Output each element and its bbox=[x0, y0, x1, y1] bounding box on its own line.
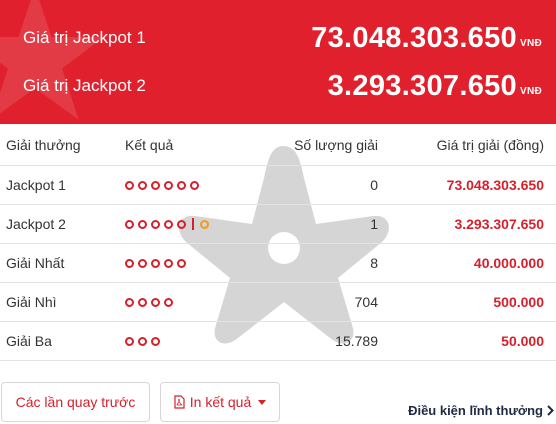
ball-icon bbox=[151, 297, 160, 307]
previous-draws-label: Các lần quay trước bbox=[15, 394, 136, 410]
print-results-label: In kết quả bbox=[189, 394, 252, 410]
jackpot-1-label: Giá trị Jackpot 1 bbox=[23, 28, 146, 47]
prize-value: 3.293.307.650 bbox=[454, 216, 544, 232]
ball-icon bbox=[138, 219, 147, 229]
jackpot-1-value: 73.048.303.650 VNĐ bbox=[311, 21, 542, 54]
result-balls bbox=[125, 322, 160, 360]
ball-icon bbox=[177, 258, 186, 268]
ball-icon bbox=[125, 258, 134, 268]
result-balls bbox=[125, 205, 209, 243]
prize-name: Giải Nhất bbox=[6, 255, 65, 271]
pdf-icon bbox=[174, 395, 185, 409]
ball-icon bbox=[151, 336, 160, 346]
prize-count: 0 bbox=[370, 177, 378, 193]
chevron-right-icon bbox=[547, 405, 554, 416]
print-results-button[interactable]: In kết quả bbox=[160, 382, 280, 422]
caret-down-icon bbox=[258, 399, 267, 405]
ball-icon bbox=[125, 219, 134, 229]
ball-icon bbox=[151, 258, 160, 268]
ball-icon bbox=[190, 180, 199, 190]
prize-name: Jackpot 2 bbox=[6, 216, 66, 232]
header-value: Giá trị giải (đồng) bbox=[436, 136, 544, 153]
previous-draws-button[interactable]: Các lần quay trước bbox=[1, 382, 150, 422]
prize-terms-link[interactable]: Điều kiện lĩnh thưởng bbox=[408, 403, 554, 418]
prize-value: 40.000.000 bbox=[473, 255, 544, 271]
prize-value: 73.048.303.650 bbox=[446, 177, 544, 193]
jackpot-2-value: 3.293.307.650 VNĐ bbox=[327, 69, 542, 102]
table-header: Giải thưởng Kết quả Số lượng giải Giá tr… bbox=[0, 124, 556, 166]
ball-icon bbox=[125, 297, 134, 307]
prize-results-table: Giải thưởng Kết quả Số lượng giải Giá tr… bbox=[0, 124, 556, 361]
prize-count: 704 bbox=[354, 294, 378, 310]
ball-icon bbox=[177, 219, 186, 229]
table-row: Giải Nhất 8 40.000.000 bbox=[0, 244, 556, 283]
ball-icon bbox=[164, 180, 173, 190]
jackpot-1-row: Giá trị Jackpot 1 73.048.303.650 VNĐ bbox=[0, 18, 556, 58]
result-balls bbox=[125, 283, 173, 321]
ball-icon bbox=[125, 180, 134, 190]
ball-icon bbox=[151, 219, 160, 229]
separator-bar bbox=[192, 218, 194, 230]
prize-value: 50.000 bbox=[501, 333, 544, 349]
jackpot-2-row: Giá trị Jackpot 2 3.293.307.650 VNĐ bbox=[0, 66, 556, 106]
ball-icon bbox=[138, 258, 147, 268]
ball-icon bbox=[177, 180, 186, 190]
ball-icon bbox=[138, 336, 147, 346]
prize-value: 500.000 bbox=[493, 294, 544, 310]
prize-terms-label: Điều kiện lĩnh thưởng bbox=[408, 403, 543, 418]
table-row: Jackpot 1 0 73.048.303.650 bbox=[0, 166, 556, 205]
ball-icon bbox=[125, 336, 134, 346]
header-result: Kết quả bbox=[125, 136, 174, 153]
jackpot-2-label: Giá trị Jackpot 2 bbox=[23, 76, 146, 95]
header-prize: Giải thưởng bbox=[6, 136, 81, 153]
ball-icon bbox=[151, 180, 160, 190]
ball-icon bbox=[138, 180, 147, 190]
ball-icon bbox=[164, 219, 173, 229]
prize-count: 1 bbox=[370, 216, 378, 232]
ball-icon bbox=[138, 297, 147, 307]
prize-name: Giải Ba bbox=[6, 333, 52, 349]
table-row: Giải Nhì 704 500.000 bbox=[0, 283, 556, 322]
prize-count: 8 bbox=[370, 255, 378, 271]
ball-icon bbox=[164, 297, 173, 307]
prize-name: Jackpot 1 bbox=[6, 177, 66, 193]
prize-count: 15.789 bbox=[335, 333, 378, 349]
result-balls bbox=[125, 166, 199, 204]
special-ball-icon bbox=[200, 219, 209, 229]
table-row: Giải Ba 15.789 50.000 bbox=[0, 322, 556, 361]
prize-name: Giải Nhì bbox=[6, 294, 57, 310]
table-row: Jackpot 2 1 3.293.307.650 bbox=[0, 205, 556, 244]
result-balls bbox=[125, 244, 186, 282]
ball-icon bbox=[164, 258, 173, 268]
jackpot-banner: Giá trị Jackpot 1 73.048.303.650 VNĐ Giá … bbox=[0, 0, 556, 124]
header-count: Số lượng giải bbox=[294, 136, 378, 153]
star-logo-icon bbox=[0, 0, 104, 120]
